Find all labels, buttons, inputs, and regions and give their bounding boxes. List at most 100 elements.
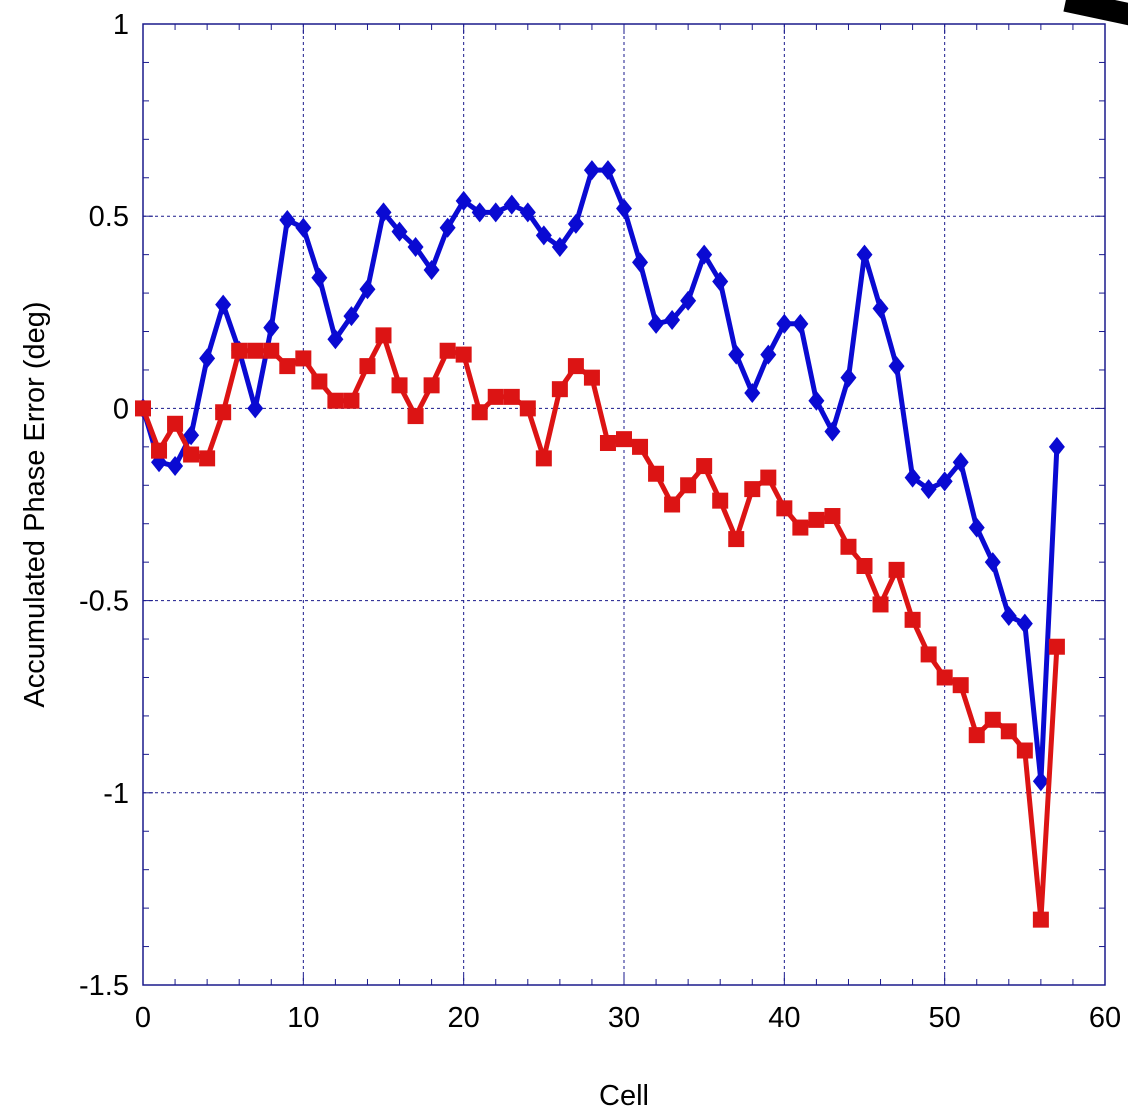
series-2-point [856,558,873,575]
x-axis-ticks: 0 10 20 30 40 50 60 [135,1002,1121,1034]
series-1-point [648,313,665,334]
series-2-point [135,400,151,417]
series-1-point [471,202,488,223]
series-2-point [904,611,921,628]
series-1-point [551,236,568,257]
series-1-point [599,160,616,181]
y-tick-label: -1 [103,778,129,810]
series-2-point [599,434,616,451]
x-axis-title: Cell [599,1080,649,1112]
series-2-point [952,677,969,694]
plot-area-frame [142,23,1106,986]
series-2-point [728,531,745,548]
x-tick-label: 0 [135,1002,151,1034]
series-2-point [712,492,729,509]
series-1-point [247,398,264,419]
series-2-point [808,511,825,528]
series-2-point [984,711,1001,728]
series-2-point [632,438,649,455]
series-2-point [327,392,344,409]
series-2-point [551,381,568,398]
series-2-point [407,408,424,425]
series-2-point [616,431,632,448]
series-1-point [824,421,841,442]
series-1-point [1048,436,1065,457]
series-1-point [808,390,825,411]
series-1-point [1000,605,1017,626]
series-1-point [535,225,552,246]
series-1-point [680,290,697,311]
series-2-point [744,481,761,498]
series-1-point [1016,613,1033,634]
series-1-point [616,198,632,219]
series-2-point [872,596,889,613]
series-2-point [199,450,216,467]
series-2-point [936,669,953,686]
series-1-point [215,294,232,315]
series-1-point [936,471,953,492]
series-1-point [792,313,809,334]
y-tick-label: -1.5 [79,970,129,1002]
x-tick-label: 50 [929,1002,961,1034]
series-2-point [487,388,504,405]
series-1-point [664,309,681,330]
series-1-point [968,517,985,538]
series-1-point [728,344,745,365]
series-1-point [167,456,184,477]
y-tick-label: -0.5 [79,586,129,618]
series-2 [135,327,1065,928]
series-1-point [263,317,280,338]
series-2-point [279,358,296,375]
series-2-point [680,477,697,494]
series-2-point [503,388,520,405]
series-2-point [455,346,472,363]
series-2-point [343,392,360,409]
series-2-point [888,561,905,578]
series-1-point [632,252,649,273]
series-1-point [359,279,376,300]
series-2-point [1000,723,1017,740]
series-2-point [215,404,232,421]
series-2-point [391,377,408,394]
series-2-point [776,500,793,517]
x-tick-label: 20 [448,1002,480,1034]
series-1-point [712,271,729,292]
series-2-point [167,415,184,432]
series-2-point [311,373,328,390]
series-1-point [904,467,921,488]
series-2-point [375,327,392,344]
series-1-point [279,210,296,231]
x-tick-label: 10 [287,1002,319,1034]
series-2-point [567,358,584,375]
series-1-point [744,383,761,404]
series-2-point [648,465,665,482]
series-1-point [391,221,408,242]
series-2-point [263,342,280,359]
series-1-point [455,190,472,211]
x-tick-label: 60 [1089,1002,1121,1034]
series-1-point [519,202,536,223]
series-2-point [439,342,456,359]
series-1-point [872,298,889,319]
series-2-point [840,538,857,555]
series-1-point [199,348,216,369]
series-2-point [1032,911,1049,928]
series-layer [135,160,1065,928]
series-1-point [696,244,713,265]
series-2-point [247,342,264,359]
series-2-point [824,508,841,525]
series-1-line [140,167,1060,784]
series-2-point [583,369,600,386]
series-2-point [471,404,488,421]
series-1-point [487,202,504,223]
series-2-point [359,358,376,375]
series-1-point [567,213,584,234]
series-1-point [1032,771,1049,792]
series-2-point [1016,742,1033,759]
series-2-point [423,377,440,394]
series-1-point [311,267,328,288]
y-tick-label: 0 [113,393,129,425]
series-2-point [183,446,200,463]
